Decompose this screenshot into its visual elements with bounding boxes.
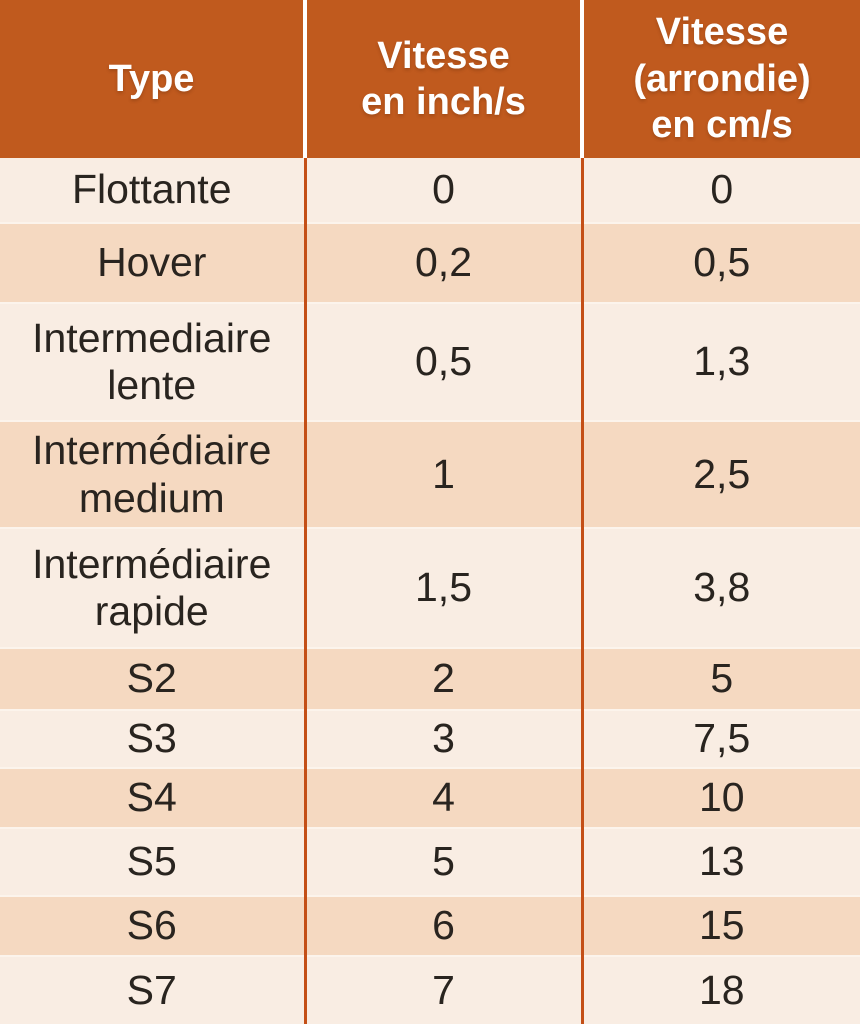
cell-cm: 0: [580, 158, 860, 223]
cell-inch: 3: [303, 709, 582, 768]
cell-inch: 7: [303, 955, 582, 1024]
cell-inch: 1: [303, 420, 582, 528]
header-row: Type Vitesse en inch/s Vitesse (arrondie…: [0, 0, 860, 158]
table-row: S5 5 13: [0, 827, 860, 896]
cell-inch: 1,5: [303, 527, 582, 648]
cell-inch: 0,2: [303, 222, 582, 303]
cell-inch: 0: [303, 158, 582, 223]
cell-type: S2: [0, 647, 305, 710]
cell-type: S5: [0, 827, 305, 896]
cell-cm: 3,8: [580, 527, 860, 648]
table-row: Hover 0,2 0,5: [0, 222, 860, 303]
cell-cm: 2,5: [580, 420, 860, 528]
cell-cm: 1,3: [580, 302, 860, 421]
cell-cm: 13: [580, 827, 860, 896]
table-row: S3 3 7,5: [0, 709, 860, 768]
cell-type: Hover: [0, 222, 305, 303]
cell-cm: 18: [580, 955, 860, 1024]
col-header-type: Type: [0, 0, 305, 158]
col-header-cm: Vitesse (arrondie) en cm/s: [580, 0, 860, 158]
cell-type: Intermédiaire medium: [0, 420, 305, 528]
table-row: Intermédiaire medium 1 2,5: [0, 420, 860, 528]
col-header-inch: Vitesse en inch/s: [303, 0, 582, 158]
cell-type: Flottante: [0, 158, 305, 223]
cell-cm: 5: [580, 647, 860, 710]
cell-inch: 5: [303, 827, 582, 896]
table-row: S2 2 5: [0, 647, 860, 710]
cell-cm: 10: [580, 767, 860, 828]
cell-type: S3: [0, 709, 305, 768]
table-row: Intermédiaire rapide 1,5 3,8: [0, 527, 860, 648]
cell-inch: 6: [303, 895, 582, 956]
cell-inch: 0,5: [303, 302, 582, 421]
cell-cm: 15: [580, 895, 860, 956]
cell-cm: 0,5: [580, 222, 860, 303]
cell-type: S6: [0, 895, 305, 956]
table-row: Flottante 0 0: [0, 158, 860, 223]
cell-inch: 2: [303, 647, 582, 710]
table-row: S7 7 18: [0, 955, 860, 1024]
cell-type: Intermediaire lente: [0, 302, 305, 421]
cell-type: Intermédiaire rapide: [0, 527, 305, 648]
table-row: S4 4 10: [0, 767, 860, 828]
table-row: Intermediaire lente 0,5 1,3: [0, 302, 860, 421]
cell-inch: 4: [303, 767, 582, 828]
cell-type: S4: [0, 767, 305, 828]
table-row: S6 6 15: [0, 895, 860, 956]
cell-cm: 7,5: [580, 709, 860, 768]
cell-type: S7: [0, 955, 305, 1024]
